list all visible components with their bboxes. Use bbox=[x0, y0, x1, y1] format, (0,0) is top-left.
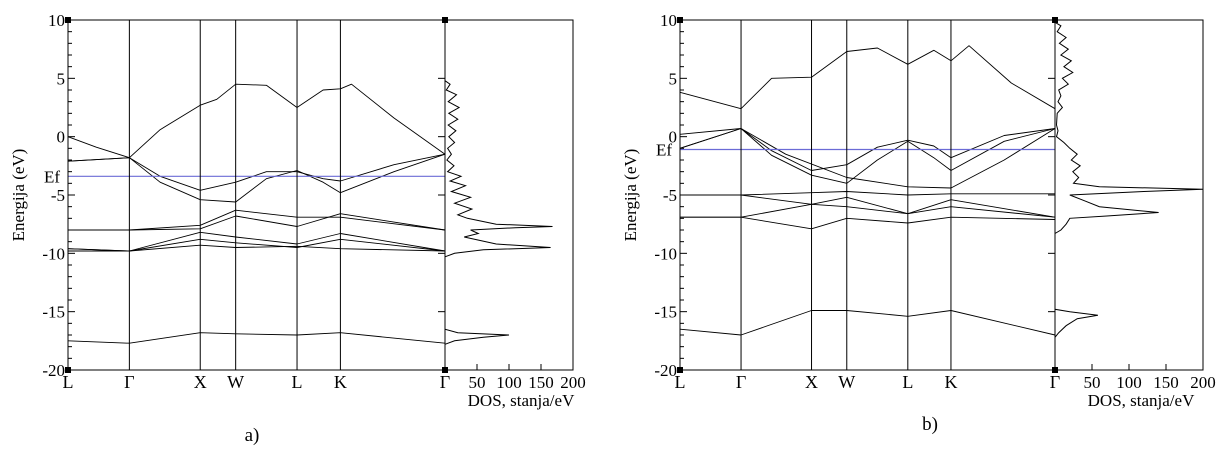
panel-label: a) bbox=[245, 425, 260, 446]
corner-marker bbox=[65, 367, 71, 373]
k-point-label: W bbox=[838, 372, 855, 392]
band-line bbox=[679, 128, 1056, 189]
band-line bbox=[680, 194, 1056, 218]
y-axis-label: Energija (eV) bbox=[621, 149, 640, 242]
band-line bbox=[679, 128, 1056, 171]
dos-x-tick-label: 100 bbox=[1116, 373, 1142, 392]
y-tick-label: -20 bbox=[654, 361, 677, 380]
dos-x-tick-label: 100 bbox=[496, 373, 522, 392]
band-line bbox=[67, 238, 446, 252]
y-tick-label: -10 bbox=[42, 244, 65, 263]
y-tick-label: 5 bbox=[669, 69, 678, 88]
band-line bbox=[679, 45, 1056, 110]
corner-marker bbox=[442, 367, 448, 373]
dos-x-tick-labels: 50 100 150 200 bbox=[469, 364, 586, 392]
dos-panel bbox=[444, 19, 574, 371]
band-lines bbox=[67, 83, 446, 344]
y-tick-label: 10 bbox=[48, 11, 65, 30]
band-line bbox=[680, 191, 1055, 196]
high-symmetry-dividers bbox=[740, 20, 952, 370]
dos-x-tick-label: 50 bbox=[1084, 373, 1101, 392]
y-tick-label: 0 bbox=[57, 128, 66, 147]
high-symmetry-dividers bbox=[128, 20, 341, 370]
k-point-label: L bbox=[902, 372, 913, 392]
y-tick-label: -5 bbox=[663, 186, 677, 205]
band-line bbox=[679, 310, 1056, 336]
k-point-label: X bbox=[805, 372, 818, 392]
corner-marker bbox=[1052, 17, 1058, 23]
dos-panel bbox=[1054, 19, 1204, 371]
y-axis-label: Energija (eV) bbox=[9, 149, 28, 242]
k-point-label: L bbox=[292, 372, 303, 392]
fermi-level-label: Ef bbox=[44, 167, 60, 186]
band-line bbox=[68, 244, 446, 252]
y-ticks bbox=[68, 19, 445, 371]
y-tick-label: 0 bbox=[669, 128, 678, 147]
y-tick-label: -10 bbox=[654, 244, 677, 263]
y-tick-label: -15 bbox=[654, 303, 677, 322]
dos-x-axis-label: DOS, stanja/eV bbox=[1088, 391, 1195, 410]
corner-marker bbox=[677, 367, 683, 373]
band-line bbox=[680, 203, 1056, 218]
y-tick-labels: 10 5 0 -5 -10 -15 -20 bbox=[42, 11, 65, 380]
dos-x-tick-label: 150 bbox=[528, 373, 554, 392]
band-line bbox=[67, 83, 446, 159]
k-point-label: L bbox=[675, 372, 686, 392]
y-tick-label: 5 bbox=[57, 69, 66, 88]
band-line bbox=[67, 153, 446, 203]
dos-x-tick-label: 200 bbox=[560, 373, 586, 392]
band-line bbox=[68, 209, 446, 231]
dos-x-axis-label: DOS, stanja/eV bbox=[468, 391, 575, 410]
band-line bbox=[68, 213, 446, 231]
band-lines bbox=[679, 45, 1056, 336]
dos-x-tick-label: 150 bbox=[1153, 373, 1179, 392]
fermi-level-label: Ef bbox=[656, 141, 672, 160]
corner-marker bbox=[1052, 367, 1058, 373]
bands-frame bbox=[67, 19, 446, 371]
k-point-label: Γ bbox=[124, 372, 134, 392]
k-point-label: K bbox=[944, 372, 957, 392]
dos-x-tick-label: 200 bbox=[1190, 373, 1216, 392]
k-point-label: Γ bbox=[440, 372, 450, 392]
band-line bbox=[679, 128, 1056, 184]
k-point-label: W bbox=[227, 372, 244, 392]
y-tick-label: -5 bbox=[51, 186, 65, 205]
corner-marker bbox=[65, 17, 71, 23]
k-point-label: X bbox=[194, 372, 207, 392]
dos-x-tick-label: 50 bbox=[469, 373, 486, 392]
y-tick-label: -20 bbox=[42, 361, 65, 380]
band-line bbox=[67, 332, 446, 344]
y-tick-label: -15 bbox=[42, 303, 65, 322]
corner-marker bbox=[442, 17, 448, 23]
y-tick-label: 10 bbox=[660, 11, 677, 30]
band-line bbox=[680, 216, 1056, 230]
dos-x-tick-labels: 50 100 150 200 bbox=[1084, 364, 1216, 392]
k-point-label: K bbox=[334, 372, 347, 392]
y-tick-labels: 10 5 0 -5 -10 -15 -20 bbox=[654, 11, 677, 380]
k-point-label: Γ bbox=[736, 372, 746, 392]
corner-markers bbox=[677, 17, 1058, 373]
k-point-label: Γ bbox=[1050, 372, 1060, 392]
corner-markers bbox=[65, 17, 448, 373]
panel-label: b) bbox=[922, 414, 938, 435]
corner-marker bbox=[677, 17, 683, 23]
k-point-label: L bbox=[63, 372, 74, 392]
band-line bbox=[67, 153, 446, 191]
band-line bbox=[67, 231, 446, 252]
dos-curve bbox=[1054, 21, 1204, 338]
dos-curve bbox=[444, 80, 553, 345]
